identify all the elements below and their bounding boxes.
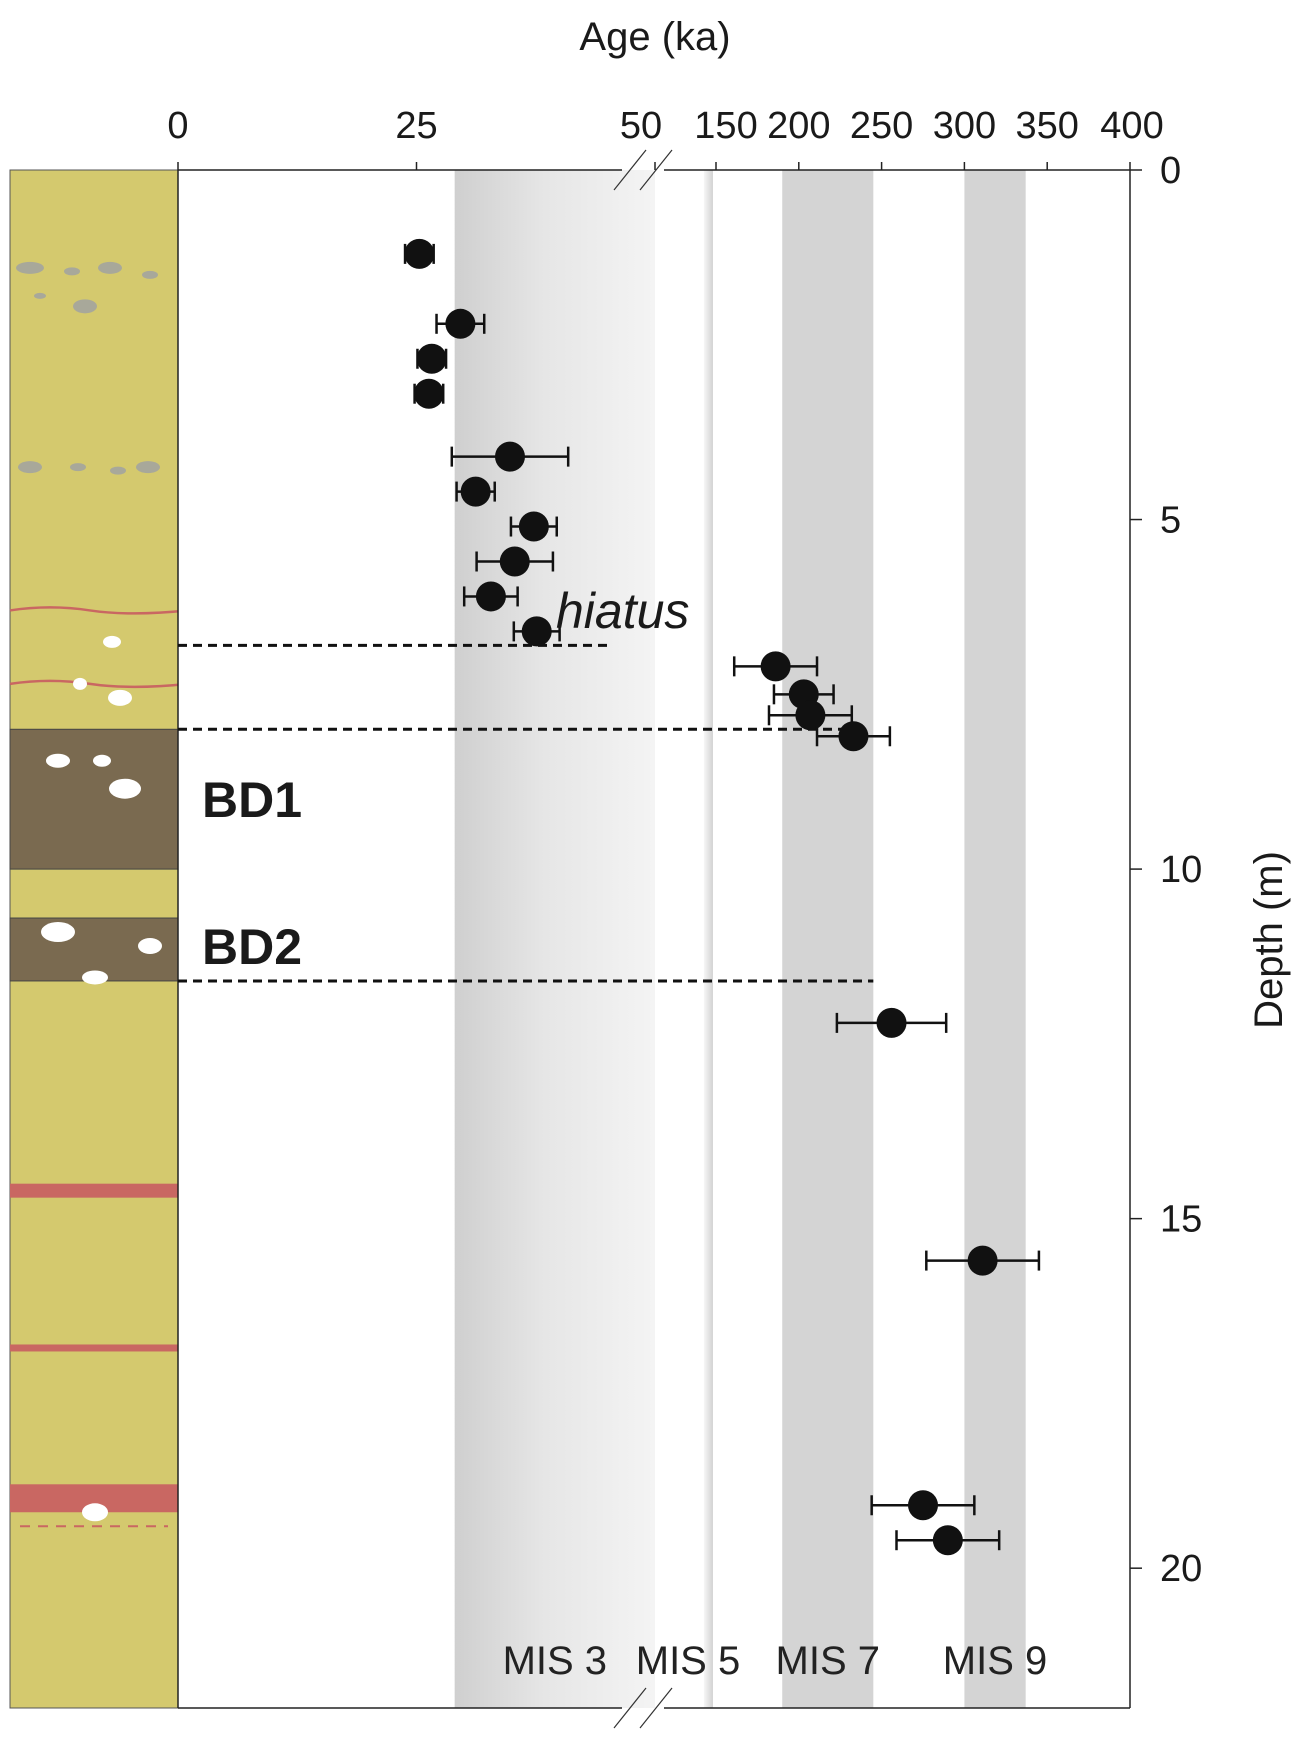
point-marker-16 xyxy=(967,1245,998,1276)
data-point-17 xyxy=(870,1490,976,1521)
gray-clast-6 xyxy=(73,299,97,314)
point-marker-6 xyxy=(460,476,491,507)
unit-label-bd1: BD1 xyxy=(202,772,302,828)
data-point-4 xyxy=(413,378,445,409)
data-point-7 xyxy=(509,511,558,542)
x-tick-label-250: 250 xyxy=(850,105,913,147)
x-tick-label-25: 25 xyxy=(395,105,437,147)
lithology-column xyxy=(9,169,189,1709)
gray-clast-1 xyxy=(16,261,44,274)
point-marker-17 xyxy=(908,1490,938,1521)
band-label-2: MIS 5 xyxy=(636,1639,740,1683)
gray-clast-2 xyxy=(64,267,80,276)
hiatus-annotation: hiatus xyxy=(556,583,689,639)
white-clast-1 xyxy=(103,635,121,648)
axis-break-mark-3 xyxy=(613,1687,647,1729)
y-tick-label-0: 0 xyxy=(1160,150,1181,192)
white-clast-2 xyxy=(73,677,87,690)
gray-clast-10 xyxy=(136,461,160,474)
data-point-9 xyxy=(462,581,519,612)
point-marker-5 xyxy=(494,441,525,472)
band-mis-9 xyxy=(964,170,1026,1708)
white-clast-8 xyxy=(138,937,162,954)
x-tick-label-350: 350 xyxy=(1015,105,1078,147)
point-marker-9 xyxy=(475,581,506,612)
point-marker-14 xyxy=(838,721,869,752)
data-point-15 xyxy=(835,1007,948,1038)
data-point-18 xyxy=(895,1525,1001,1556)
point-marker-18 xyxy=(932,1525,963,1556)
data-point-10 xyxy=(512,616,561,647)
point-marker-15 xyxy=(876,1007,907,1038)
white-clast-5 xyxy=(93,754,111,767)
y-tick-label-5: 5 xyxy=(1160,500,1181,542)
x-tick-label-50: 50 xyxy=(620,105,662,147)
data-point-5 xyxy=(450,441,570,472)
x-tick-label-150: 150 xyxy=(694,105,757,147)
gray-clast-4 xyxy=(142,270,158,279)
point-marker-10 xyxy=(521,616,552,647)
gray-clast-3 xyxy=(98,261,122,274)
gray-clast-7 xyxy=(18,461,42,474)
unit-label-bd2: BD2 xyxy=(202,919,302,975)
data-point-11 xyxy=(732,651,819,682)
x-tick-label-400: 400 xyxy=(1100,105,1163,147)
axis-break-mark-2 xyxy=(639,149,673,191)
data-point-16 xyxy=(925,1245,1041,1276)
axis-break-mark-4 xyxy=(639,1687,673,1729)
y-tick-label-10: 10 xyxy=(1160,849,1202,891)
data-points xyxy=(403,238,1041,1556)
white-clast-4 xyxy=(46,753,70,768)
axis-break-mark-1 xyxy=(613,149,647,191)
band-mis-5 xyxy=(703,170,713,1708)
white-clast-9 xyxy=(82,970,108,985)
point-marker-2 xyxy=(445,308,476,339)
red-layer-2 xyxy=(10,1344,178,1352)
point-marker-13 xyxy=(795,700,826,731)
x-axis-title: Age (ka) xyxy=(579,15,730,59)
x-tick-label-0: 0 xyxy=(167,105,188,147)
point-marker-1 xyxy=(404,238,435,269)
data-point-3 xyxy=(416,343,448,374)
data-point-1 xyxy=(403,238,435,269)
band-mis-7 xyxy=(782,170,874,1708)
band-label-4: MIS 9 xyxy=(943,1639,1047,1683)
y-tick-label-20: 20 xyxy=(1160,1548,1202,1590)
data-point-8 xyxy=(475,546,555,577)
white-clast-3 xyxy=(108,689,132,706)
red-boundary-2 xyxy=(9,679,189,689)
gray-clast-9 xyxy=(110,466,126,475)
red-layer-1 xyxy=(10,1183,178,1198)
white-clast-6 xyxy=(109,778,141,799)
data-point-6 xyxy=(455,476,496,507)
band-label-1: MIS 3 xyxy=(503,1639,607,1683)
white-clast-10 xyxy=(82,1503,108,1522)
y-axis-title: Depth (m) xyxy=(1247,851,1291,1029)
band-label-3: MIS 7 xyxy=(776,1639,880,1683)
red-boundary-1 xyxy=(9,606,189,615)
point-marker-3 xyxy=(416,343,447,374)
gray-clast-5 xyxy=(34,292,46,299)
data-point-14 xyxy=(815,721,892,752)
gray-clast-8 xyxy=(70,463,86,472)
x-tick-label-200: 200 xyxy=(767,105,830,147)
point-marker-8 xyxy=(499,546,530,577)
x-tick-label-300: 300 xyxy=(933,105,996,147)
axis-labels: Age (ka) Depth (m) hiatus BD1 BD2 0 25 50 1… xyxy=(167,15,1291,1590)
dark-unit-1 xyxy=(9,728,179,870)
band-mis-3 xyxy=(454,170,655,1708)
data-point-2 xyxy=(435,308,486,339)
point-marker-11 xyxy=(760,651,791,682)
y-tick-label-15: 15 xyxy=(1160,1199,1202,1241)
plot-frame xyxy=(177,149,1142,1729)
mis-bands: MIS 3 MIS 5 MIS 7 MIS 9 xyxy=(454,170,1047,1708)
white-clast-7 xyxy=(41,922,75,943)
point-marker-7 xyxy=(518,511,549,542)
point-marker-4 xyxy=(413,378,444,409)
